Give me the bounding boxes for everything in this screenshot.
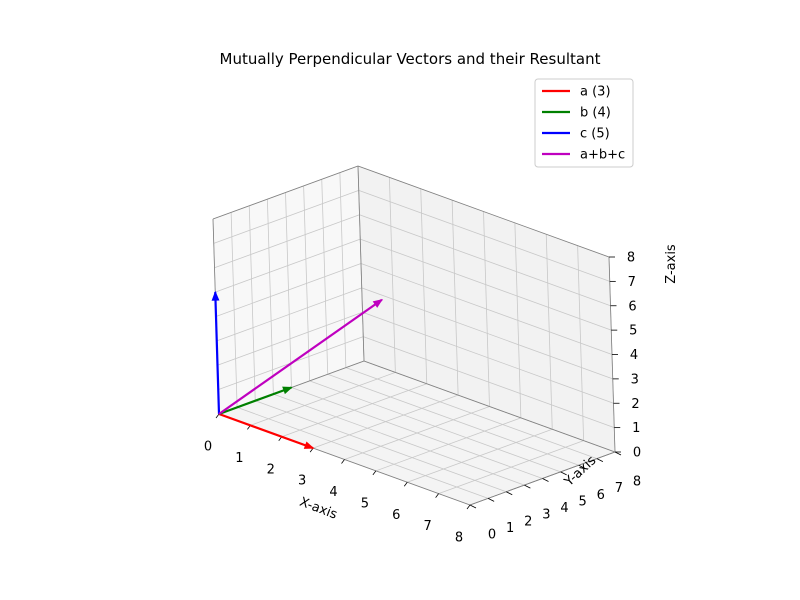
grid-line-back-z bbox=[362, 311, 614, 404]
z-tick-label: 2 bbox=[631, 397, 639, 412]
grid-line-floor-y bbox=[345, 367, 598, 460]
vector-c-5 bbox=[211, 290, 221, 415]
legend-item-a-b-c: a+b+c bbox=[542, 148, 625, 163]
legend-item-a-3: a (3) bbox=[542, 85, 611, 100]
grid-line-side-z bbox=[215, 263, 362, 317]
y-tick-label: 1 bbox=[506, 521, 514, 536]
y-tick-mark bbox=[506, 491, 513, 496]
y-tick-mark bbox=[614, 451, 622, 456]
y-tick-mark bbox=[487, 498, 495, 502]
y-tick-label: 8 bbox=[633, 475, 641, 490]
grid-line-side-z bbox=[215, 238, 361, 293]
x-tick-mark bbox=[403, 482, 408, 487]
x-tick-mark bbox=[435, 493, 439, 498]
x-tick-label: 0 bbox=[204, 440, 212, 455]
vector-arrowhead bbox=[282, 386, 293, 395]
grid-line-back-z bbox=[360, 238, 612, 331]
y-tick-label: 0 bbox=[488, 528, 496, 543]
floor-edge-back bbox=[363, 360, 616, 453]
z-tick-label: 8 bbox=[627, 251, 635, 266]
grid-line-back-z bbox=[359, 214, 611, 307]
grid-line-floor-y bbox=[291, 387, 543, 479]
legend-item-b-4: b (4) bbox=[542, 106, 611, 121]
legend-label: b (4) bbox=[580, 106, 611, 121]
y-tick-label: 7 bbox=[615, 481, 623, 496]
z-axis-label: Z-axis bbox=[664, 244, 679, 284]
grid-line-floor-y bbox=[236, 406, 489, 499]
x-tick-label: 2 bbox=[267, 462, 275, 477]
grid-line-side-z bbox=[217, 311, 363, 366]
y-tick-mark bbox=[542, 478, 549, 482]
grid-line-back-z bbox=[363, 336, 615, 429]
grid-line-side-z bbox=[213, 189, 359, 244]
grid-line-side-z bbox=[216, 287, 362, 342]
legend-label: a (3) bbox=[580, 85, 611, 100]
y-tick-label: 3 bbox=[542, 508, 550, 523]
legend: a (3) b (4) c (5) a+b+c bbox=[534, 78, 634, 168]
grid-line-back-z bbox=[361, 287, 613, 380]
vector-arrowhead bbox=[211, 290, 220, 301]
z-tick-label: 3 bbox=[631, 372, 639, 387]
z-tick-label: 5 bbox=[629, 324, 637, 339]
y-tick-mark bbox=[578, 464, 585, 469]
grid-line-back-z bbox=[358, 189, 610, 282]
z-tick-label: 1 bbox=[632, 421, 640, 436]
x-tick-label: 4 bbox=[329, 485, 337, 500]
vectors bbox=[211, 290, 383, 450]
y-tick-mark bbox=[524, 484, 531, 489]
vector-b-4 bbox=[218, 386, 293, 416]
grid-line-back-z bbox=[360, 263, 613, 355]
grid-line-floor-y bbox=[255, 400, 507, 493]
y-tick-label: 2 bbox=[524, 514, 532, 529]
y-tick-mark bbox=[469, 504, 477, 509]
x-tick-mark bbox=[215, 413, 220, 419]
x-tick-label: 3 bbox=[298, 474, 306, 489]
legend-label: c (5) bbox=[580, 127, 610, 142]
x-tick-label: 6 bbox=[392, 508, 400, 523]
z-tick-label: 4 bbox=[630, 348, 638, 363]
legend-label: a+b+c bbox=[580, 148, 625, 163]
vector-shaft bbox=[218, 298, 383, 415]
y-tick-label: 4 bbox=[560, 501, 568, 516]
y-tick-label: 5 bbox=[578, 494, 586, 509]
x-tick-label: 7 bbox=[423, 519, 431, 534]
grid-line-floor-y bbox=[309, 380, 561, 473]
grid-line-floor-y bbox=[273, 393, 525, 486]
grid-line-floor-y bbox=[327, 373, 579, 466]
z-tick-label: 7 bbox=[628, 275, 636, 290]
x-tick-mark bbox=[341, 459, 345, 464]
vector-arrowhead bbox=[303, 441, 315, 449]
back-edge-top bbox=[357, 165, 610, 258]
x-tick-label: 5 bbox=[361, 496, 369, 511]
z-tick-label: 6 bbox=[628, 299, 636, 314]
vector-shaft bbox=[214, 292, 221, 415]
x-tick-label: 1 bbox=[235, 451, 243, 466]
y-tick-mark bbox=[596, 458, 604, 462]
vector-a-3 bbox=[218, 412, 315, 450]
vector-shaft bbox=[218, 412, 314, 450]
side-edge-top bbox=[212, 165, 359, 220]
legend-frame bbox=[534, 78, 634, 168]
x-tick-mark bbox=[466, 504, 471, 510]
vector-arrowhead bbox=[372, 299, 383, 308]
vector-a-b-c bbox=[218, 298, 383, 415]
vector-shaft bbox=[218, 386, 292, 416]
chart-title: Mutually Perpendicular Vectors and their… bbox=[220, 50, 601, 68]
x-tick-label: 8 bbox=[455, 531, 463, 546]
y-tick-label: 6 bbox=[597, 488, 605, 503]
z-tick-label: 0 bbox=[633, 446, 641, 461]
legend-item-c-5: c (5) bbox=[542, 127, 610, 142]
x-tick-mark bbox=[372, 470, 377, 476]
grid-line-side-z bbox=[214, 214, 360, 269]
y-tick-mark bbox=[560, 471, 567, 476]
back-edge-corner bbox=[357, 165, 365, 362]
